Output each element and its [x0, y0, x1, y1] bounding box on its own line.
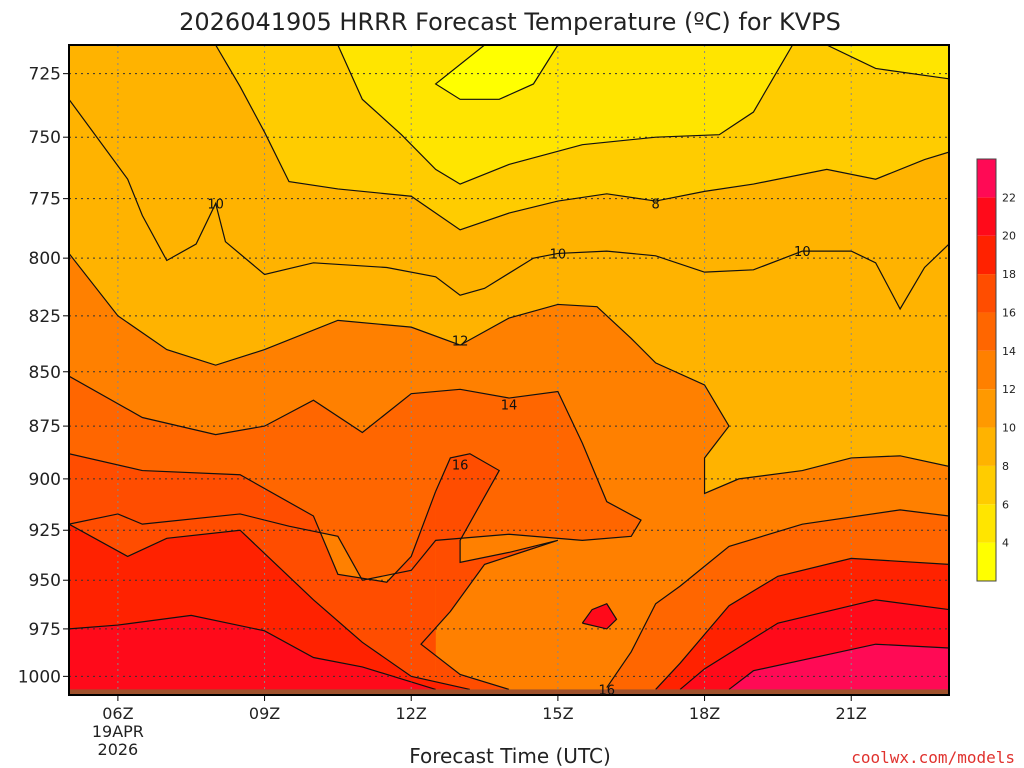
x-tick-label: 18Z [689, 704, 720, 723]
y-tick-label: 775 [29, 190, 61, 210]
y-tick-label: 725 [29, 65, 61, 85]
colorbar: 4 6 8 10 12 14 16 18 20 22 [976, 158, 1016, 582]
x-tick-sublabel: 2026 [98, 740, 139, 759]
fill-band-4 [435, 45, 558, 100]
plot-frame [68, 44, 950, 696]
contour-label: 8 [652, 197, 660, 212]
contour-label: 10 [794, 245, 811, 260]
colorbar-label: 14 [1002, 345, 1016, 358]
colorbar-swatch [977, 427, 996, 466]
contour-line-18 [655, 557, 949, 690]
colorbar-swatch [977, 504, 996, 543]
contour-line-10 [69, 98, 949, 311]
fill-band-6 [826, 45, 949, 79]
colorbar-swatch [977, 465, 996, 505]
fill-band-20 [582, 603, 617, 629]
contour-line-12 [69, 253, 949, 495]
contour-line-14 [69, 375, 642, 581]
colorbar-frame [976, 158, 997, 582]
colorbar-label: 10 [1002, 422, 1016, 435]
contour-line-16 [69, 453, 437, 583]
colorbar-label: 6 [1002, 498, 1009, 511]
x-tick-label: 06Z [102, 704, 133, 723]
chart-title: 2026041905 HRRR Forecast Temperature (ºC… [179, 8, 841, 36]
colorbar-label: 16 [1002, 306, 1016, 319]
temperature-fill-bands [69, 45, 949, 695]
contour-line-14 [606, 509, 949, 688]
contour-line-4 [434, 45, 559, 100]
colorbar-label: 8 [1002, 460, 1009, 473]
plot-area [69, 45, 949, 695]
contour-lines [69, 45, 949, 691]
y-tick-label: 875 [29, 417, 61, 437]
colorbar-label: 20 [1002, 230, 1016, 243]
contour-label: 16 [599, 683, 616, 698]
contour-line-20 [679, 599, 949, 690]
colorbar-label: 18 [1002, 268, 1016, 281]
x-tick-sublabel: 19APR [92, 722, 144, 741]
y-tick-label: 800 [29, 249, 61, 269]
credit-text[interactable]: coolwx.com/models [851, 748, 1015, 767]
contour-label: 10 [207, 197, 224, 212]
y-tick-label: 850 [29, 363, 61, 383]
contour-label: 14 [501, 399, 518, 414]
colorbar-swatch [977, 542, 996, 581]
colorbar-swatch [977, 235, 996, 275]
contour-label: 12 [452, 335, 469, 350]
contour-label: 16 [452, 458, 469, 473]
colorbar-swatch [977, 159, 996, 198]
colorbar-label: 12 [1002, 383, 1016, 396]
x-axis-title: Forecast Time (UTC) [409, 744, 611, 768]
x-tick-label: 09Z [249, 704, 280, 723]
colorbar-swatch [977, 197, 996, 236]
colorbar-label: 22 [1002, 191, 1016, 204]
y-tick-label: 925 [29, 521, 61, 541]
terrain-band [69, 689, 949, 695]
contour-label: 10 [550, 247, 567, 262]
x-tick-label: 15Z [542, 704, 573, 723]
contour-line-16 [420, 453, 559, 690]
x-tick-label: 12Z [396, 704, 427, 723]
contour-line-8 [215, 45, 949, 231]
contour-line-20 [581, 603, 618, 630]
y-tick-label: 825 [29, 307, 61, 327]
y-axis: 725 750 775 800 825 850 875 900 925 950 975 1000 [18, 65, 69, 687]
contour-line-18 [69, 523, 471, 691]
colorbar-swatch [977, 389, 996, 428]
fill-band-16 [421, 453, 558, 695]
contour-line-6 [337, 45, 794, 185]
grid-lines [69, 45, 949, 695]
colorbar-swatch [977, 312, 996, 351]
terrain-surface [69, 689, 949, 695]
y-tick-label: 950 [29, 571, 61, 591]
y-tick-label: 975 [29, 620, 61, 640]
fill-band-20 [69, 615, 436, 695]
colorbar-swatch [977, 274, 996, 313]
contour-line-6 [826, 45, 949, 80]
y-tick-label: 750 [29, 128, 61, 148]
fill-band-22 [729, 644, 949, 695]
contour-line-22 [728, 643, 949, 690]
contour-labels: 8 10 10 10 12 14 16 16 [207, 197, 810, 698]
contour-line-20 [69, 614, 436, 690]
fill-band-14 [69, 376, 641, 695]
colorbar-label: 4 [1002, 537, 1009, 550]
y-tick-label: 900 [29, 470, 61, 490]
x-tick-label: 21Z [836, 704, 867, 723]
y-tick-label: 1000 [18, 667, 61, 687]
colorbar-swatch [977, 350, 996, 390]
